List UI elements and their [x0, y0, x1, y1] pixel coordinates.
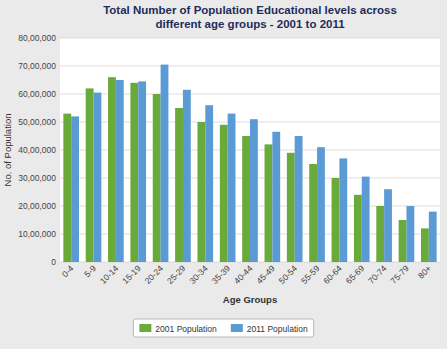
bar	[406, 206, 414, 262]
x-tick-label: 20-24	[143, 263, 166, 286]
bar	[250, 119, 258, 262]
bar	[205, 105, 213, 262]
legend-swatch	[139, 324, 151, 332]
bar	[317, 147, 325, 262]
bar	[384, 189, 392, 262]
x-tick-label: 0-4	[60, 263, 76, 279]
bar	[332, 178, 340, 262]
x-tick-label: 70-74	[366, 263, 389, 286]
y-axis-label: No. of Population	[2, 114, 13, 187]
bar	[138, 81, 146, 262]
grid-line	[60, 66, 440, 67]
bar	[183, 90, 191, 262]
x-tick-label: 35-39	[210, 263, 233, 286]
bar	[429, 212, 437, 262]
bar	[71, 116, 79, 262]
bar	[242, 136, 250, 262]
bar	[63, 114, 71, 262]
bar	[108, 77, 116, 262]
y-axis: 0 10,00,000 20,00,000 30,00,000 40,00,000 50,…	[18, 33, 440, 267]
bar	[265, 144, 273, 262]
legend-label: 2001 Population	[155, 324, 217, 334]
grid-line	[60, 38, 440, 39]
background	[0, 0, 447, 349]
y-tick-label: 10,00,000	[18, 229, 56, 239]
x-tick-label: 25-29	[165, 263, 188, 286]
y-tick-label: 30,00,000	[18, 173, 56, 183]
bar	[220, 125, 228, 262]
bar	[295, 136, 303, 262]
x-tick-label: 30-34	[187, 263, 210, 286]
legend: 2001 Population 2011 Population	[133, 319, 313, 337]
bar	[376, 206, 384, 262]
y-tick-label: 0	[51, 257, 56, 267]
x-tick-label: 60-64	[321, 263, 344, 286]
bar	[86, 88, 94, 262]
plot-background	[60, 38, 440, 262]
x-tick-label: 55-59	[299, 263, 322, 286]
bar	[287, 153, 295, 262]
y-tick-label: 20,00,000	[18, 201, 56, 211]
bar	[272, 132, 280, 262]
y-tick-label: 60,00,000	[18, 89, 56, 99]
x-tick-label: 10-14	[98, 263, 121, 286]
bar	[197, 122, 205, 262]
bar	[362, 177, 370, 262]
bar	[339, 158, 347, 262]
x-tick-label: 15-19	[120, 263, 143, 286]
bar	[309, 164, 317, 262]
x-tick-label: 80+	[416, 263, 433, 280]
x-tick-label: 45-49	[254, 263, 277, 286]
x-tick-label: 40-44	[232, 263, 255, 286]
title-line: Total Number of Population Educational l…	[103, 4, 397, 16]
bar	[421, 228, 429, 262]
x-axis: 0-4 5-910-1415-1920-2425-2930-3435-3940-4…	[60, 263, 433, 286]
legend-swatch	[231, 324, 243, 332]
x-tick-label: 5-9	[82, 263, 98, 279]
bar	[354, 195, 362, 262]
legend-label: 2011 Population	[247, 324, 308, 334]
bar	[228, 114, 236, 262]
y-tick-label: 80,00,000	[18, 33, 56, 43]
y-tick-label: 70,00,000	[18, 61, 56, 71]
bar	[130, 83, 138, 262]
y-tick-label: 40,00,000	[18, 145, 56, 155]
x-tick-label: 75-79	[388, 263, 411, 286]
bar	[399, 220, 407, 262]
bar	[153, 94, 161, 262]
bar	[175, 108, 183, 262]
title: Total Number of Population Educational l…	[103, 4, 397, 30]
legend-frame	[133, 319, 313, 337]
bars	[63, 65, 436, 262]
bar	[161, 65, 169, 262]
bar	[94, 93, 102, 262]
chart: Total Number of Population Educational l…	[0, 0, 447, 349]
title-line: different age groups - 2001 to 2011	[155, 18, 345, 30]
y-tick-label: 50,00,000	[18, 117, 56, 127]
bar	[116, 80, 124, 262]
x-axis-label: Age Groups	[223, 294, 277, 305]
x-tick-label: 50-54	[277, 263, 300, 286]
x-tick-label: 65-69	[344, 263, 367, 286]
